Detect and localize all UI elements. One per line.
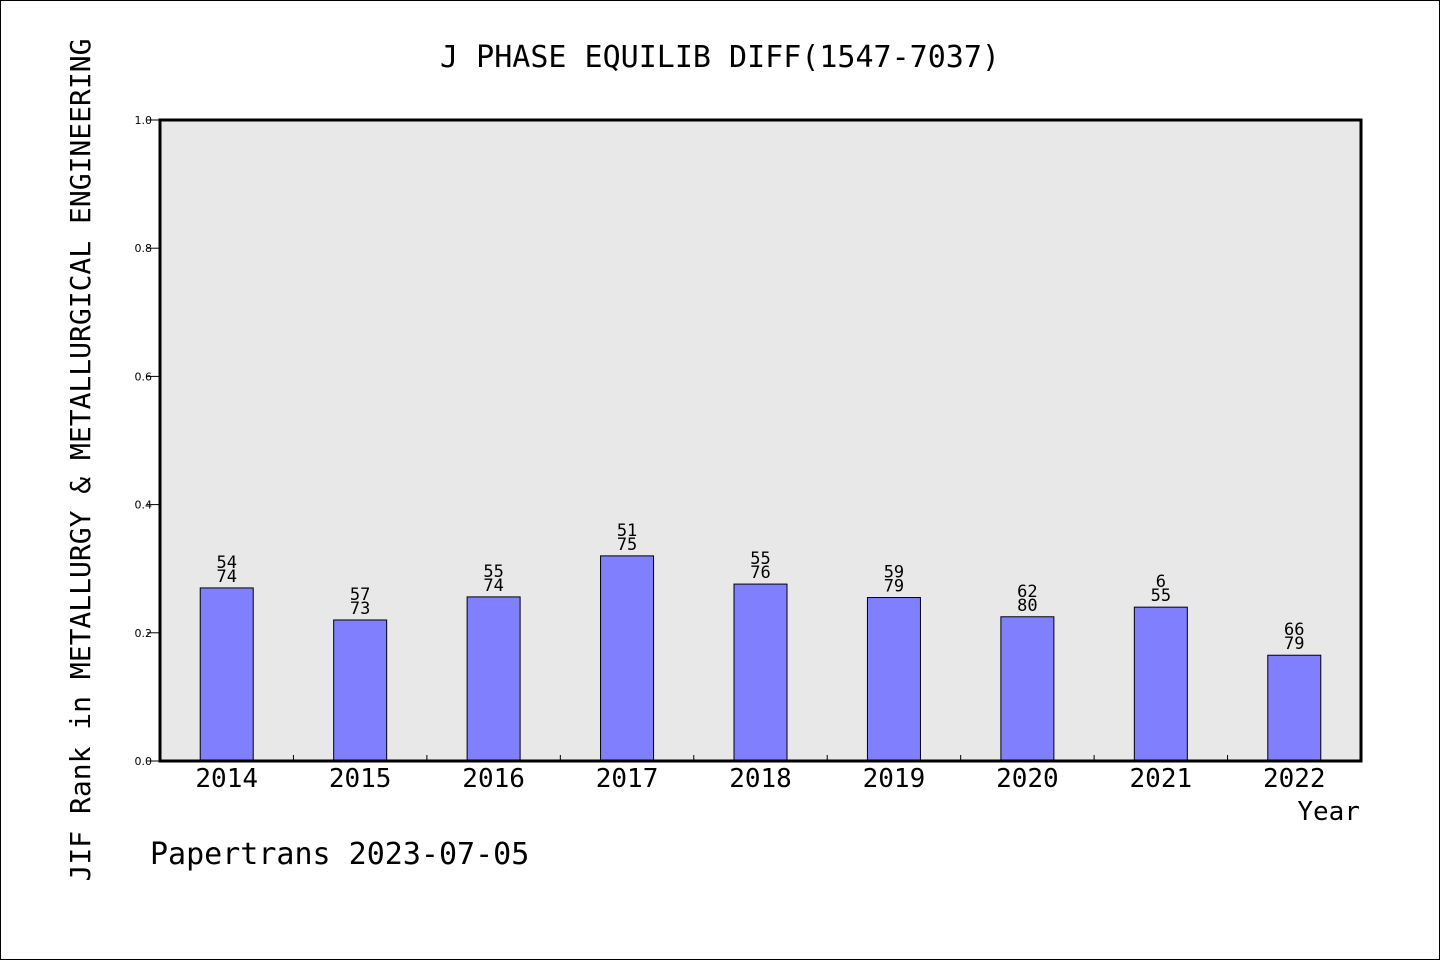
data-label-rank: 54 xyxy=(216,553,236,573)
y-axis-label: JIF Rank in METALLURGY & METALLURGICAL E… xyxy=(64,39,97,882)
bar-group xyxy=(199,555,1322,762)
data-label-total: 80 xyxy=(1017,596,1037,616)
data-label-total: 79 xyxy=(1284,634,1304,654)
x-tick-label: 2022 xyxy=(1263,764,1326,794)
data-label-rank: 55 xyxy=(483,562,503,582)
data-label-total: 74 xyxy=(216,567,236,587)
data-label-rank: 57 xyxy=(350,585,370,605)
x-tick-label: 2015 xyxy=(329,764,392,794)
y-tick-label: 0.6 xyxy=(135,370,153,383)
x-tick-label: 2019 xyxy=(863,764,926,794)
bar-2016 xyxy=(466,596,521,762)
data-label-total: 79 xyxy=(884,577,904,597)
bar-2021 xyxy=(1133,606,1188,762)
x-axis-label: Year xyxy=(1297,797,1360,827)
footer-credit: Papertrans 2023-07-05 xyxy=(150,837,529,872)
bar-2022 xyxy=(1267,654,1322,762)
y-tick-label: 0.4 xyxy=(135,499,153,512)
data-label-total: 74 xyxy=(483,576,503,596)
data-label-rank: 59 xyxy=(884,563,904,583)
data-label-total: 76 xyxy=(750,563,770,583)
y-tick-label: 0.2 xyxy=(135,627,153,640)
x-tick-label: 2021 xyxy=(1130,764,1193,794)
chart-title: J PHASE EQUILIB DIFF(1547-7037) xyxy=(440,40,1000,75)
x-tick-label: 2017 xyxy=(596,764,659,794)
data-label-rank: 51 xyxy=(617,521,637,541)
bar-2015 xyxy=(333,619,388,762)
y-tick-label: 0.0 xyxy=(135,755,153,768)
y-tick-label: 1.0 xyxy=(135,114,153,127)
x-tick-label: 2020 xyxy=(996,764,1059,794)
bar-2018 xyxy=(733,583,788,762)
y-axis: 0.0 0.2 0.4 0.6 0.8 1.0 xyxy=(135,114,160,768)
data-label-total: 75 xyxy=(617,535,637,555)
x-axis: 2014 2015 2016 2017 2018 2019 2020 2021 2022 xyxy=(195,755,1326,794)
bar-2017 xyxy=(600,555,655,762)
data-label-rank: 62 xyxy=(1017,582,1037,602)
data-label-total: 55 xyxy=(1151,586,1171,606)
data-label-total: 73 xyxy=(350,599,370,619)
bar-2019 xyxy=(866,597,921,762)
data-label-rank: 6 xyxy=(1156,572,1166,592)
bar-2014 xyxy=(199,587,254,762)
data-label-rank: 66 xyxy=(1284,620,1304,640)
plot-border xyxy=(158,118,1363,763)
x-tick-label: 2018 xyxy=(729,764,792,794)
x-tick-label: 2014 xyxy=(195,764,258,794)
x-tick-label: 2016 xyxy=(462,764,525,794)
data-label-rank: 55 xyxy=(750,549,770,569)
bar-2020 xyxy=(1000,616,1055,762)
y-tick-label: 0.8 xyxy=(135,242,153,255)
